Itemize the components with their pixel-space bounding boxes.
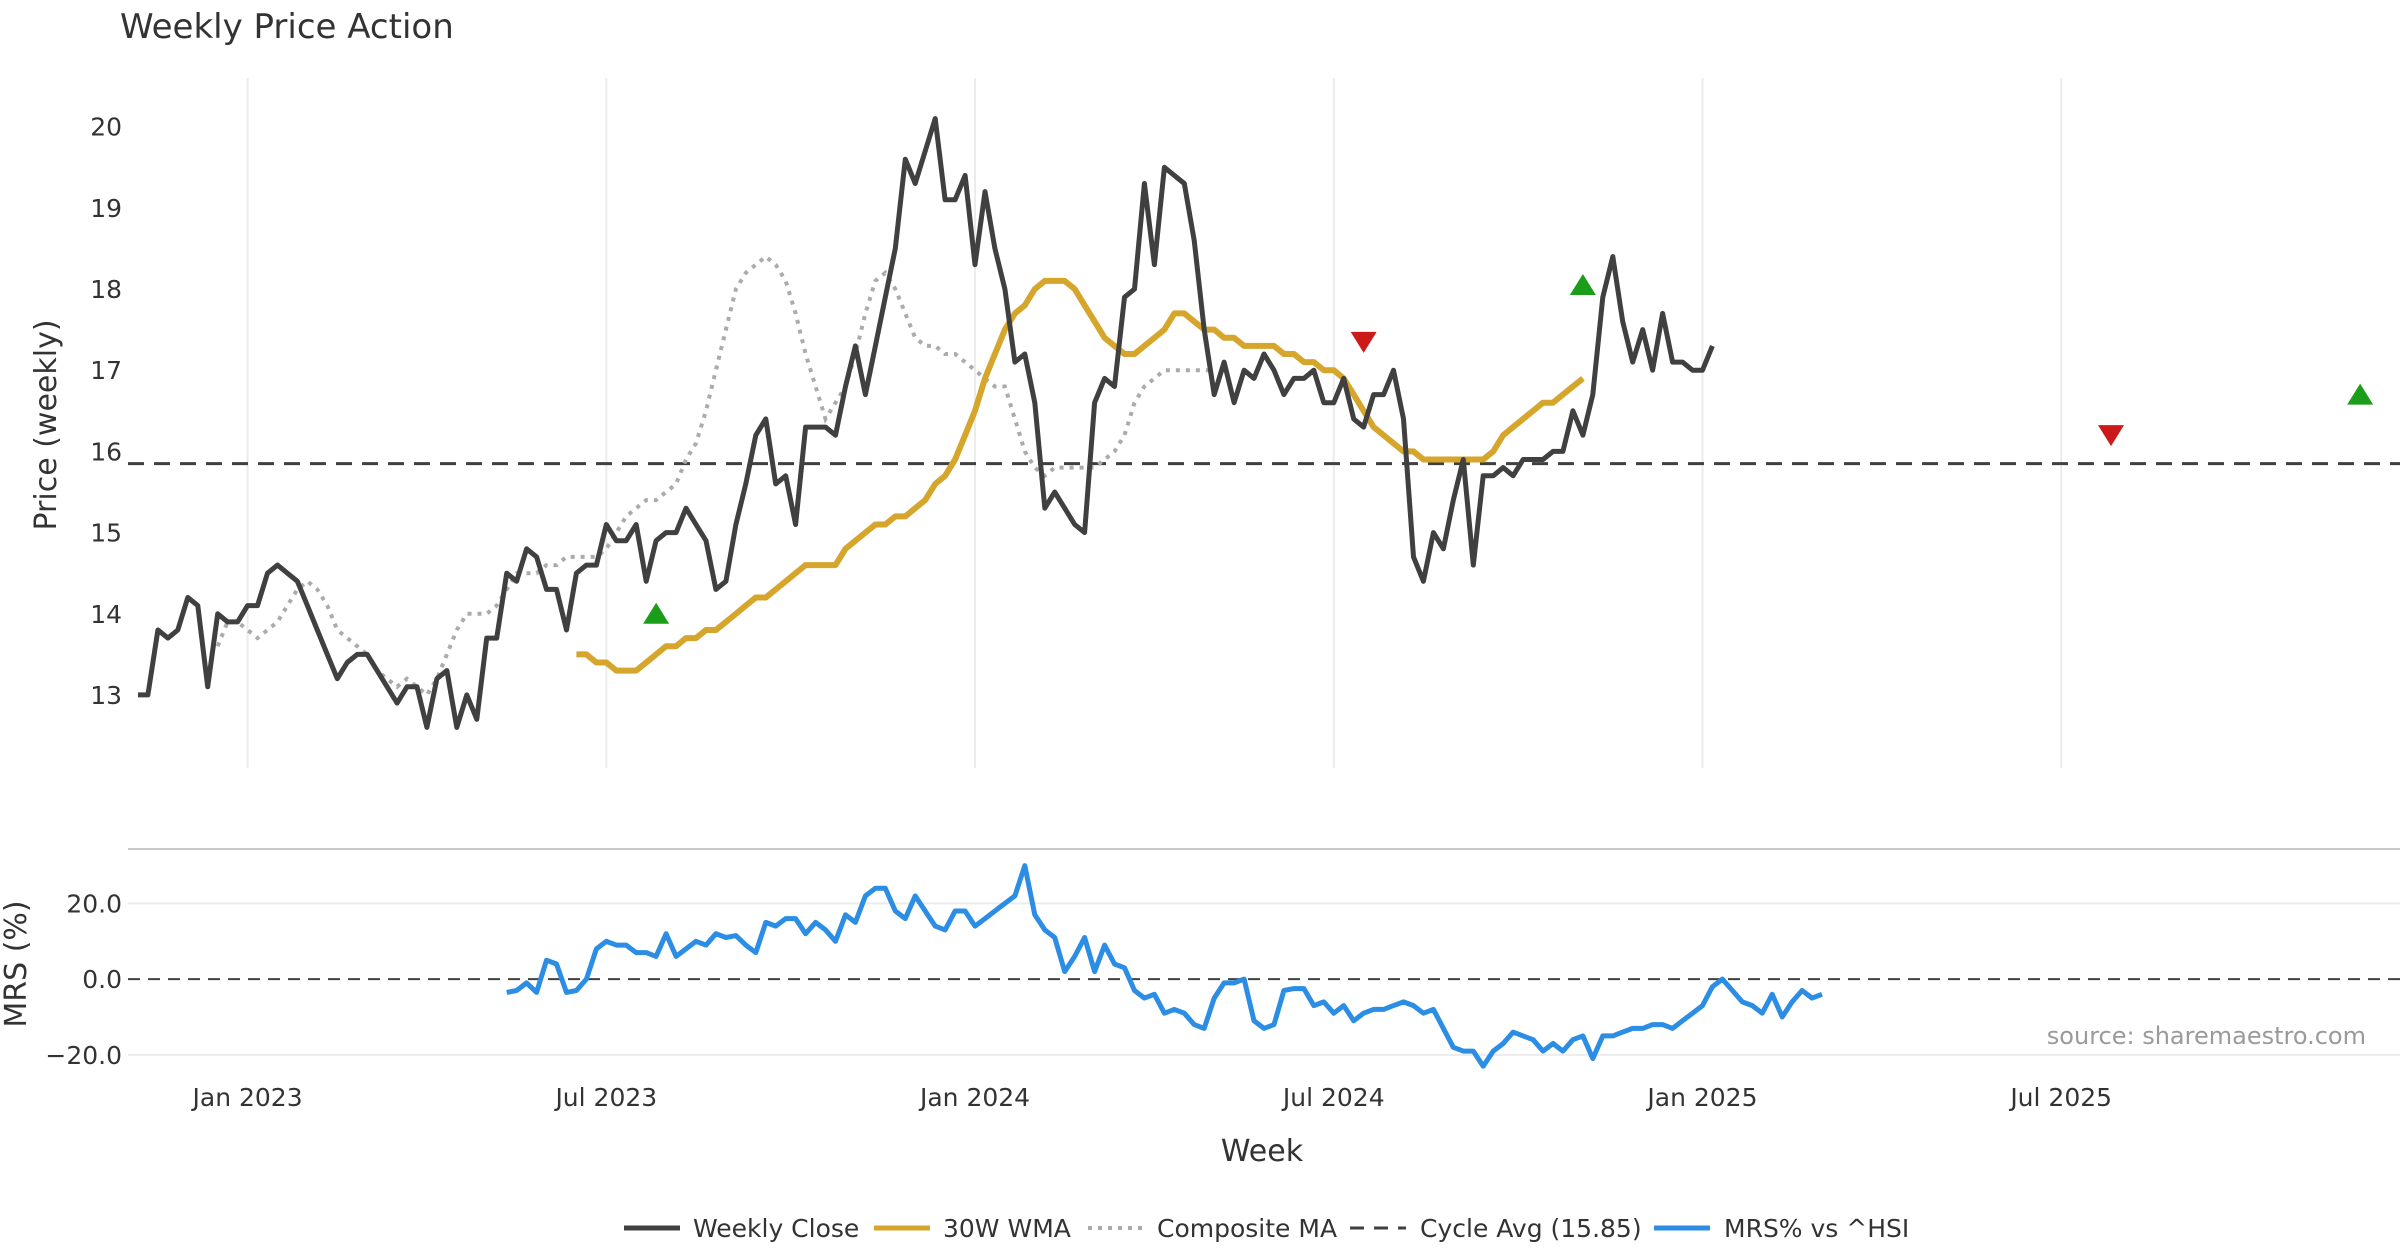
- x-tick-label: Jan 2024: [918, 1083, 1030, 1112]
- price-series: [128, 116, 2400, 730]
- price-y-tick-label: 13: [90, 681, 122, 710]
- sell-signal-marker: [2098, 425, 2125, 447]
- signal-markers: [643, 274, 2374, 624]
- mrs-series: [506, 863, 1823, 1069]
- composite-ma-line: [215, 254, 1215, 698]
- weekly-close-line: [138, 116, 1715, 730]
- legend-label-weekly-close: Weekly Close: [693, 1214, 859, 1243]
- mrs-grid: [128, 902, 2400, 1056]
- legend: Weekly Close 30W WMA Composite MA Cycle …: [624, 1214, 1909, 1243]
- chart-title: Weekly Price Action: [120, 7, 454, 47]
- legend-item-wma: 30W WMA: [874, 1214, 1071, 1243]
- buy-signal-marker: [2347, 383, 2374, 405]
- price-y-axis-label: Price (weekly): [29, 319, 64, 530]
- mrs-y-tick-label: 20.0: [66, 889, 122, 918]
- sell-signal-marker: [1350, 331, 1377, 353]
- x-tick-label: Jul 2025: [2008, 1083, 2112, 1112]
- mrs-y-tick-label: 0.0: [82, 965, 122, 994]
- legend-item-composite: Composite MA: [1088, 1214, 1337, 1243]
- wma-line: [576, 277, 1585, 674]
- x-tick-label: Jul 2024: [1281, 1083, 1385, 1112]
- price-y-ticks: 13 14 15 16 17 18 19 20: [90, 113, 122, 710]
- price-y-tick-label: 18: [90, 275, 122, 304]
- buy-signal-marker: [1569, 274, 1596, 295]
- legend-label-cycle-avg: Cycle Avg (15.85): [1420, 1214, 1642, 1243]
- mrs-line: [506, 863, 1823, 1069]
- price-y-tick-label: 14: [90, 600, 122, 629]
- price-y-tick-label: 20: [90, 113, 122, 142]
- source-label: source: sharemaestro.com: [2047, 1022, 2366, 1050]
- price-y-tick-label: 16: [90, 437, 122, 466]
- legend-label-mrs: MRS% vs ^HSI: [1724, 1214, 1909, 1243]
- legend-label-composite: Composite MA: [1157, 1214, 1337, 1243]
- x-tick-label: Jan 2023: [191, 1083, 303, 1112]
- price-y-tick-label: 19: [90, 194, 122, 223]
- x-axis-label: Week: [1221, 1134, 1304, 1169]
- x-axis-ticks: Jan 2023 Jul 2023 Jan 2024 Jul 2024 Jan 2025…: [191, 1083, 2113, 1112]
- legend-item-cycle-avg: Cycle Avg (15.85): [1350, 1214, 1642, 1243]
- price-grid: [246, 78, 2063, 768]
- mrs-y-tick-label: −20.0: [45, 1041, 122, 1070]
- x-tick-label: Jan 2025: [1645, 1083, 1757, 1112]
- price-y-tick-label: 15: [90, 519, 122, 548]
- legend-item-weekly-close: Weekly Close: [624, 1214, 859, 1243]
- mrs-y-ticks: 20.0 0.0 −20.0: [45, 889, 122, 1069]
- legend-label-wma: 30W WMA: [943, 1214, 1071, 1243]
- legend-item-mrs: MRS% vs ^HSI: [1654, 1214, 1909, 1243]
- buy-signal-marker: [643, 602, 670, 624]
- mrs-y-axis-label: MRS (%): [0, 900, 34, 1027]
- price-y-tick-label: 17: [90, 356, 122, 385]
- x-tick-label: Jul 2023: [553, 1083, 657, 1112]
